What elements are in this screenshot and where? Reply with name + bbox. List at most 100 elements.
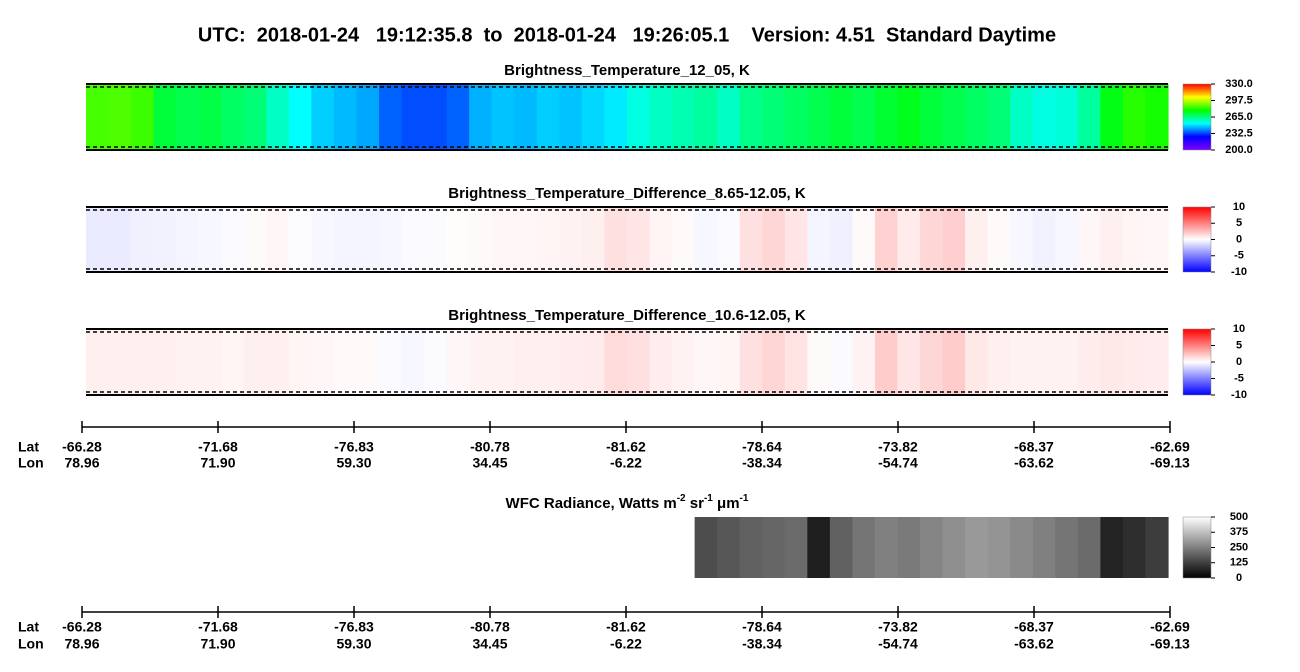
- heatmap-cell: [469, 329, 493, 395]
- heatmap-cell: [536, 207, 560, 272]
- heatmap-cell: [153, 329, 177, 395]
- heatmap-cell: [198, 207, 222, 272]
- heatmap-cell: [514, 207, 538, 272]
- heatmap-cell: [649, 84, 673, 150]
- heatmap-cell: [108, 207, 132, 272]
- lon-label: -38.34: [742, 636, 782, 652]
- lat-label: -78.64: [742, 619, 782, 635]
- lat-label: -73.82: [878, 619, 918, 635]
- heatmap-cell: [1145, 329, 1169, 395]
- heatmap-cell: [1055, 207, 1079, 272]
- colorbar-label: 200.0: [1225, 144, 1253, 156]
- heatmap-cell: [604, 207, 628, 272]
- lon-label: 34.45: [472, 636, 507, 652]
- lat-label: -76.83: [334, 619, 374, 635]
- heatmap-cell: [1145, 517, 1169, 578]
- heatmap-cell: [1032, 517, 1056, 578]
- heatmap-cell: [807, 517, 831, 578]
- row-label: Lon: [18, 636, 44, 652]
- heatmap-cell: [288, 329, 313, 395]
- colorbar-label: 500: [1230, 511, 1248, 523]
- heatmap-cell: [694, 517, 718, 578]
- colorbar: [1182, 83, 1212, 151]
- lon-label: -69.13: [1150, 636, 1190, 652]
- heatmap-cell: [829, 517, 854, 578]
- heatmap-cell: [198, 84, 222, 150]
- colorbar-label: 250: [1230, 541, 1248, 553]
- heatmap-cell: [739, 207, 763, 272]
- heatmap-cell: [739, 517, 763, 578]
- title-part: sr: [686, 495, 705, 512]
- colorbar: [1182, 516, 1212, 579]
- colorbar-label: 125: [1230, 557, 1248, 569]
- heatmap-cell: [356, 207, 380, 272]
- colorbar-label: 330.0: [1225, 78, 1253, 90]
- heatmap-cell: [942, 207, 966, 272]
- heatmap-cell: [784, 84, 808, 150]
- heatmap-cell: [807, 329, 831, 395]
- heatmap-cell: [559, 329, 583, 395]
- colorbar-label: 5: [1236, 217, 1242, 229]
- colorbar-label: 0: [1236, 572, 1242, 584]
- heatmap-cell: [333, 207, 358, 272]
- heatmap-cell: [176, 329, 200, 395]
- heatmap-cell: [1122, 517, 1147, 578]
- heatmap-cell: [176, 84, 200, 150]
- heatmap-cell: [649, 329, 673, 395]
- colorbar-label: 232.5: [1225, 127, 1253, 139]
- lon-label: 59.30: [336, 455, 371, 471]
- colorbar-label: 0: [1236, 233, 1242, 245]
- heatmap-cell: [920, 329, 944, 395]
- title-part: -2: [677, 493, 686, 504]
- heatmap-cell: [288, 84, 313, 150]
- heatmap-cell: [1055, 84, 1079, 150]
- heatmap-cell: [1032, 329, 1056, 395]
- heatmap-cell: [874, 207, 899, 272]
- heatmap-cell: [852, 329, 876, 395]
- heatmap-cell: [920, 84, 944, 150]
- heatmap-cell: [131, 207, 155, 272]
- heatmap-cell: [131, 84, 155, 150]
- heatmap-cell: [559, 84, 583, 150]
- heatmap-cell: [1010, 329, 1034, 395]
- heatmap-cell: [694, 84, 718, 150]
- colorbar-label: -5: [1234, 250, 1244, 262]
- heatmap-cell: [762, 517, 786, 578]
- heatmap-cell: [559, 207, 583, 272]
- heatmap-cell: [153, 84, 177, 150]
- heatmap-cell: [514, 84, 538, 150]
- lat-label: -80.78: [470, 439, 510, 455]
- heatmap-cell: [356, 84, 380, 150]
- heatmap-cell: [672, 207, 696, 272]
- lat-label: -66.28: [62, 439, 102, 455]
- heatmap-cell: [491, 84, 515, 150]
- heatmap-cell: [1122, 329, 1147, 395]
- heatmap-cell: [807, 207, 831, 272]
- heatmap-cell: [469, 207, 493, 272]
- heatmap-cell: [649, 207, 673, 272]
- lon-label: 59.30: [336, 636, 371, 652]
- heatmap-cell: [243, 207, 267, 272]
- heatmap-cell: [672, 84, 696, 150]
- heatmap-cell: [176, 207, 200, 272]
- heatmap-cell: [1077, 329, 1101, 395]
- heatmap-cell: [153, 207, 177, 272]
- heatmap-cell: [920, 517, 944, 578]
- lon-label: -63.62: [1014, 455, 1054, 471]
- heatmap-cell: [627, 207, 651, 272]
- heatmap-cell: [86, 329, 110, 395]
- colorbar-label: -10: [1231, 266, 1247, 278]
- heatmap-cell: [243, 84, 267, 150]
- heatmap-cell: [311, 207, 335, 272]
- heatmap-cell: [852, 84, 876, 150]
- heatmap-cell: [1100, 329, 1124, 395]
- heatmap-cell: [897, 517, 921, 578]
- heatmap-cell: [739, 329, 763, 395]
- heatmap-cell: [1122, 84, 1147, 150]
- heatmap-cell: [852, 517, 876, 578]
- heatmap-cell: [221, 84, 245, 150]
- heatmap-cell: [784, 207, 808, 272]
- heatmap-cell: [514, 329, 538, 395]
- lon-label: -54.74: [878, 455, 918, 471]
- lon-label: 34.45: [472, 455, 507, 471]
